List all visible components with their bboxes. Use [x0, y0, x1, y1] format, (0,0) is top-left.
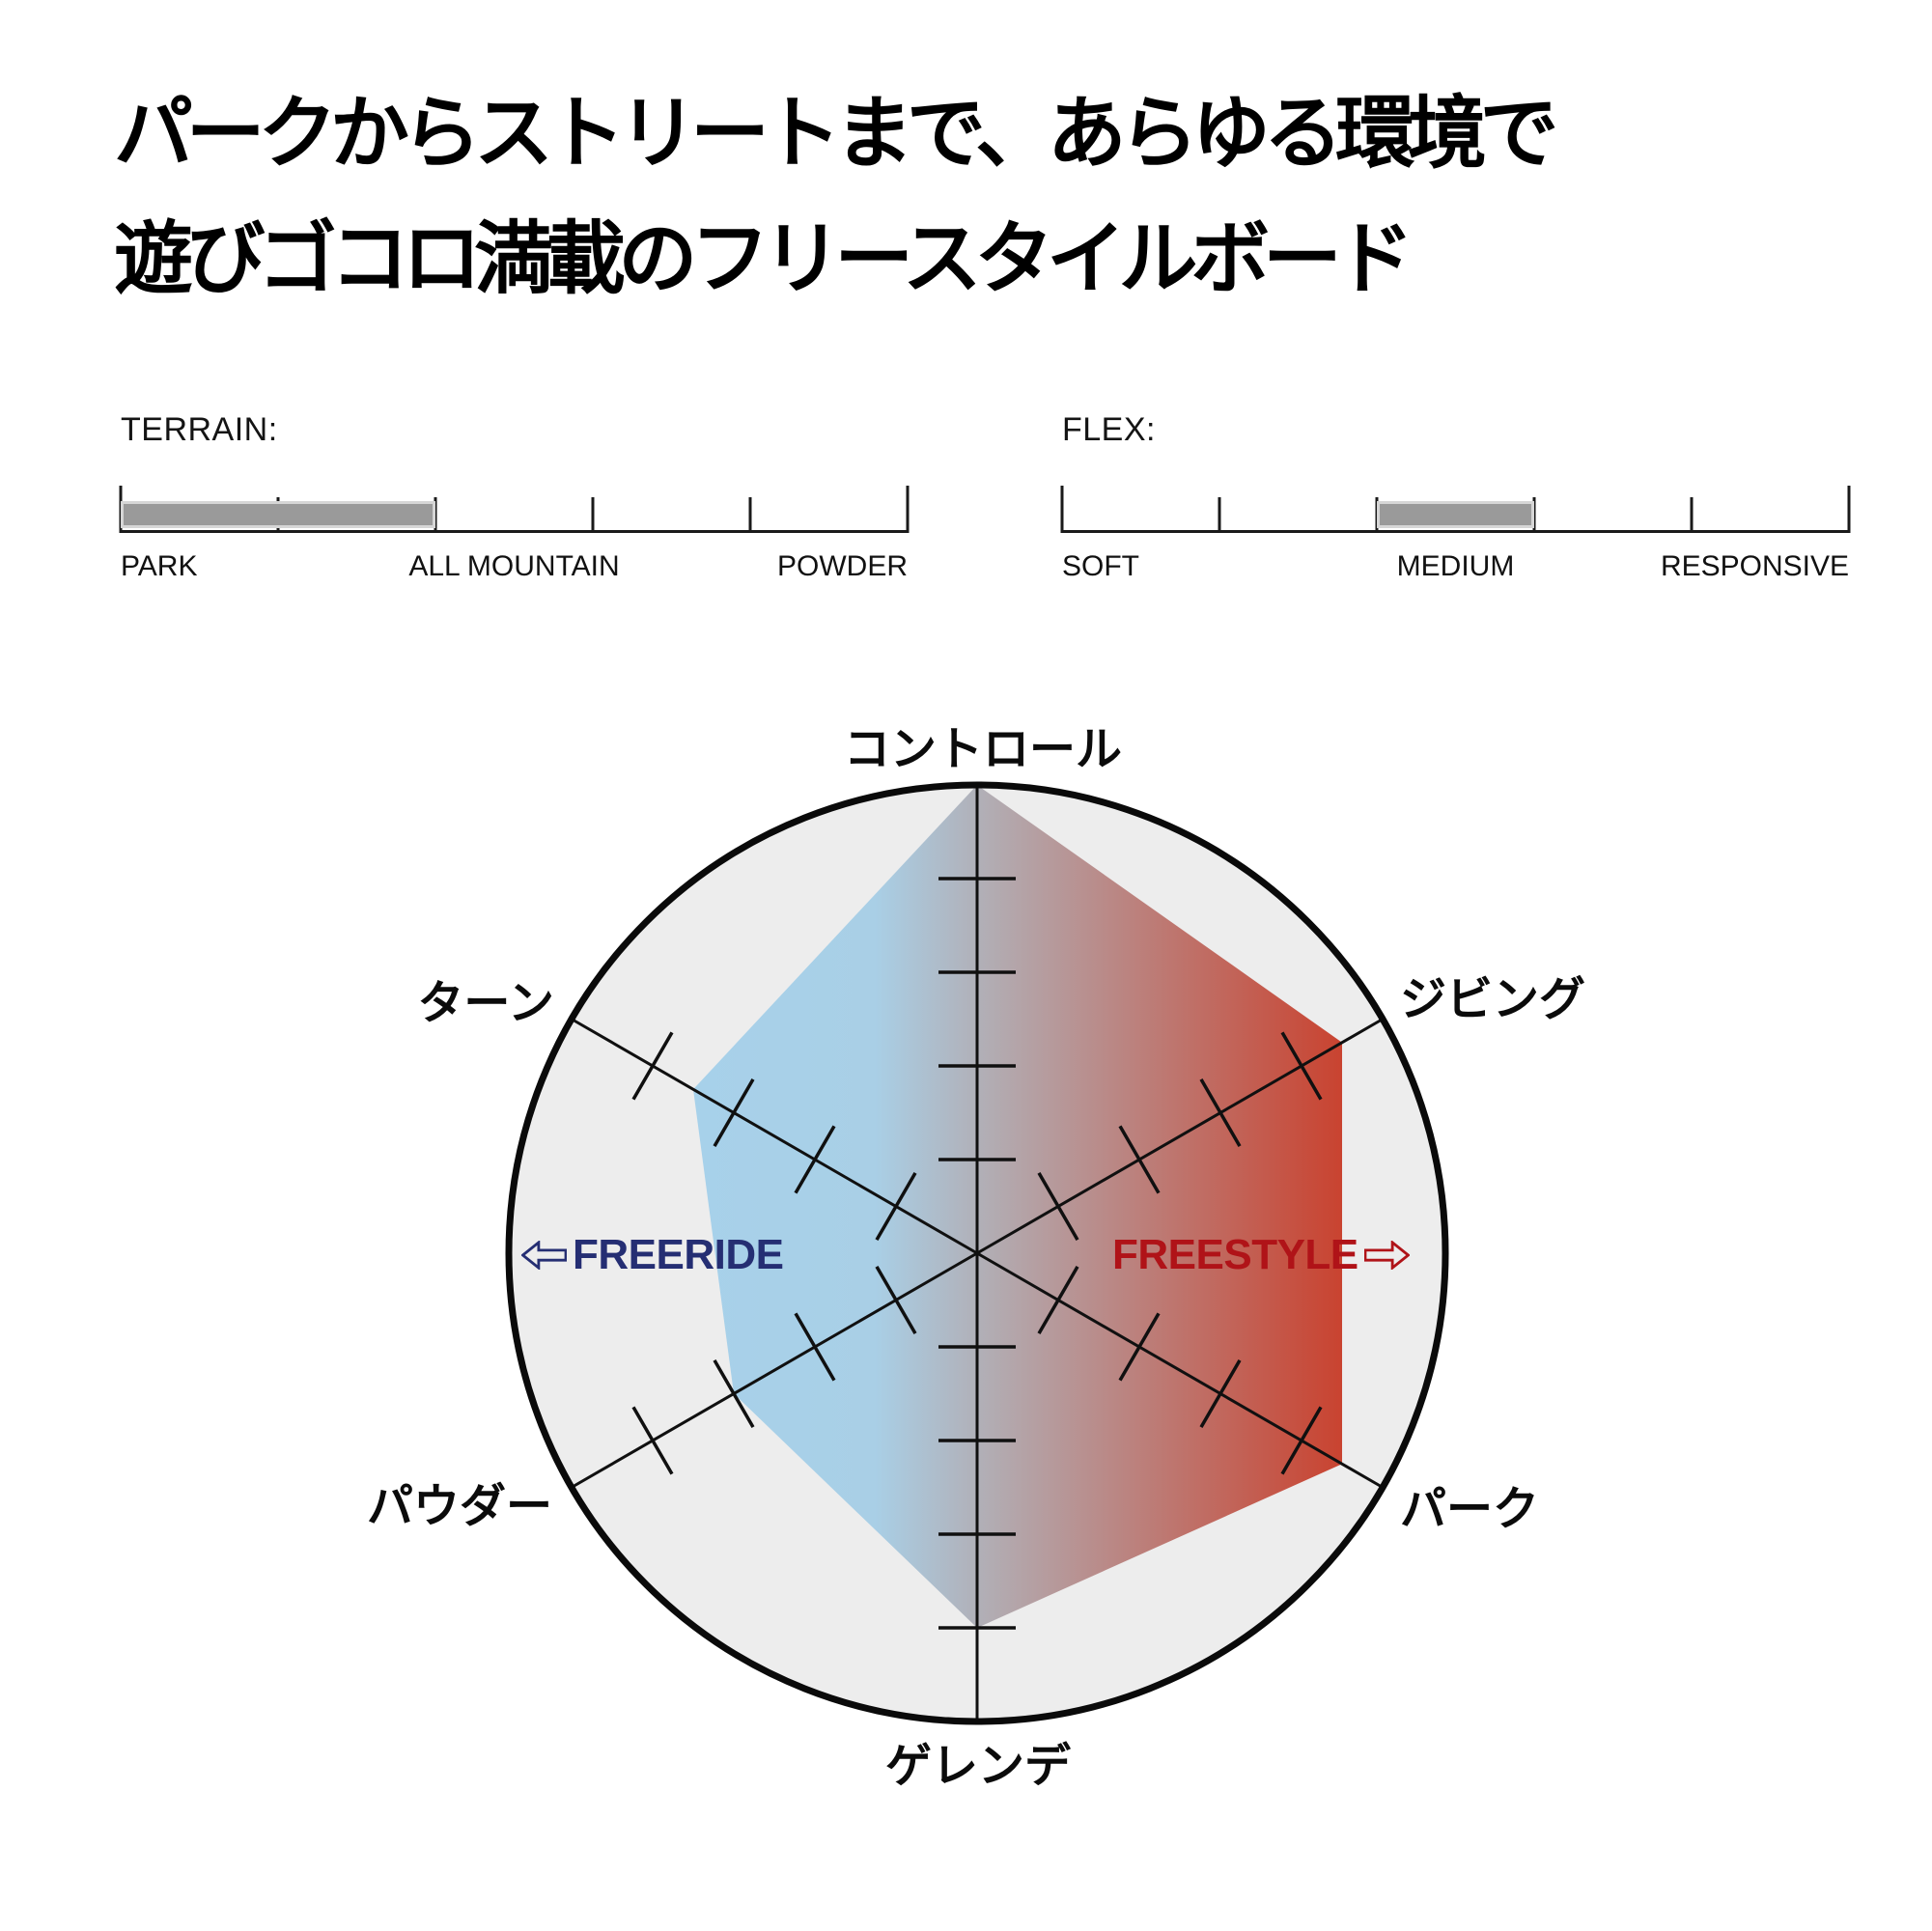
radar-axis-tick: [1118, 1125, 1161, 1194]
scale-tick: [1690, 497, 1694, 533]
headline-line-2: 遊びゴコロ満載のフリースタイルボード: [114, 215, 1414, 303]
radar-axis-tick: [1037, 1265, 1079, 1335]
radar-axis-tick: [713, 1077, 755, 1148]
radar-axis-label-control: コントロール: [843, 724, 1123, 775]
terrain-label-all-mountain: ALL MOUNTAIN: [408, 550, 620, 582]
flex-section-label: FLEX:: [1062, 411, 1156, 448]
radar-axis-tick: [1280, 1031, 1323, 1101]
terrain-scale: [119, 486, 910, 533]
radar-axis-tick: [1037, 1171, 1079, 1242]
radar-axis-tick: [794, 1125, 836, 1194]
scale-tick: [434, 497, 437, 533]
scale-fill-bar: [121, 501, 435, 528]
radar-axis-tick: [631, 1031, 674, 1101]
freeride-label-group: FREERIDE: [521, 1231, 784, 1279]
radar-axis-line: [571, 1018, 978, 1255]
flex-scale-labels: SOFT MEDIUM RESPONSIVE: [1062, 550, 1849, 585]
flex-scale: [1060, 486, 1851, 533]
freeride-label: FREERIDE: [573, 1231, 784, 1278]
radar-axis-label-jibbing: ジビング: [1400, 974, 1586, 1025]
radar-axis-tick: [713, 1358, 755, 1429]
right-outline-arrow-icon: [1363, 1241, 1410, 1270]
radar-axis-tick: [1199, 1358, 1242, 1429]
terrain-scale-baseline: [121, 530, 908, 533]
scale-tick: [591, 497, 595, 533]
radar-axis-tick: [794, 1312, 836, 1382]
radar-axis-tick: [1280, 1406, 1323, 1475]
radar-axis-label-park: パーク: [1400, 1484, 1540, 1535]
freestyle-label-group: FREESTYLE: [1112, 1231, 1410, 1279]
terrain-label-park: PARK: [121, 550, 198, 582]
scale-tick: [1218, 497, 1221, 533]
terrain-label-powder: POWDER: [777, 550, 908, 582]
radar-value-polygon: [692, 785, 1343, 1628]
scale-tick: [1532, 497, 1536, 533]
terrain-section-label: TERRAIN:: [121, 411, 278, 448]
flex-label-responsive: RESPONSIVE: [1660, 550, 1849, 582]
freestyle-label: FREESTYLE: [1112, 1231, 1358, 1278]
flex-label-soft: SOFT: [1062, 550, 1139, 582]
scale-tick: [906, 486, 910, 533]
radar-axis-line: [976, 1251, 1384, 1489]
headline-line-1: パークからストリートまで、あらゆる環境で: [114, 90, 1559, 178]
radar-axis-tick: [875, 1171, 917, 1242]
left-outline-arrow-icon: [521, 1241, 567, 1270]
scale-fill-bar: [1377, 501, 1534, 528]
flex-label-medium: MEDIUM: [1396, 550, 1515, 582]
scale-tick: [1060, 486, 1064, 533]
radar-axis-tick: [875, 1265, 917, 1335]
scale-tick: [748, 497, 752, 533]
radar-axis-line: [976, 1018, 1384, 1255]
terrain-scale-labels: PARK ALL MOUNTAIN POWDER: [121, 550, 908, 585]
radar-axis-tick: [1199, 1077, 1242, 1148]
radar-axis-label-turn: ターン: [417, 978, 554, 1029]
flex-scale-baseline: [1062, 530, 1849, 533]
radar-axis-label-powder: パウダー: [366, 1481, 552, 1532]
radar-axis-line: [571, 1251, 978, 1489]
radar-axis-tick: [1118, 1312, 1161, 1382]
radar-circle-outline: [505, 781, 1449, 1725]
radar-axis-tick: [631, 1406, 674, 1475]
radar-axis-label-slope: ゲレンデ: [884, 1741, 1072, 1792]
scale-tick: [1847, 486, 1851, 533]
